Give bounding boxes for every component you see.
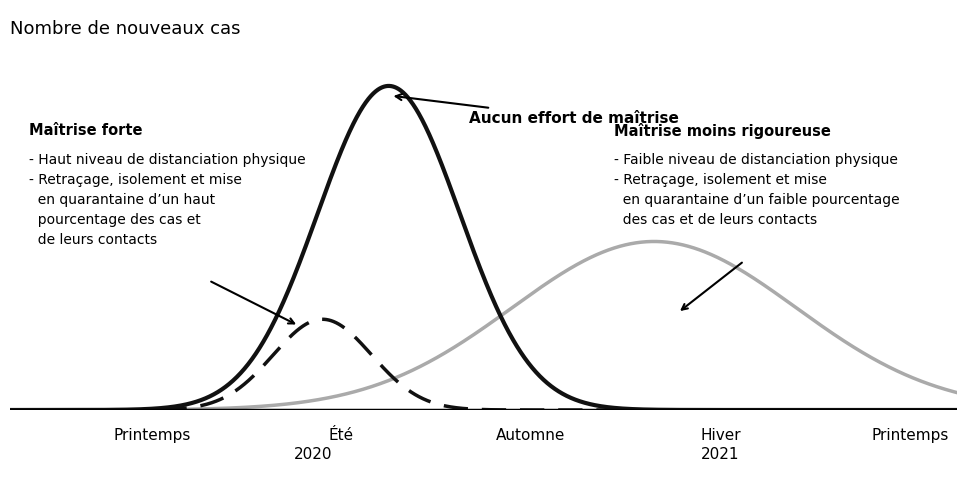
Text: Été: Été xyxy=(329,428,354,443)
Text: 2020: 2020 xyxy=(294,448,333,462)
Text: - Haut niveau de distanciation physique
- Retraçage, isolement et mise
  en quar: - Haut niveau de distanciation physique … xyxy=(29,153,306,247)
Text: Maîtrise forte: Maîtrise forte xyxy=(29,123,142,138)
Text: Printemps: Printemps xyxy=(871,428,949,443)
Text: Maîtrise moins rigoureuse: Maîtrise moins rigoureuse xyxy=(614,123,832,139)
Text: Printemps: Printemps xyxy=(113,428,190,443)
Text: Aucun effort de maîtrise: Aucun effort de maîtrise xyxy=(396,94,679,126)
Text: - Faible niveau de distanciation physique
- Retraçage, isolement et mise
  en qu: - Faible niveau de distanciation physiqu… xyxy=(614,153,900,227)
Text: 2021: 2021 xyxy=(701,448,740,462)
Text: Nombre de nouveaux cas: Nombre de nouveaux cas xyxy=(10,20,240,38)
Text: Automne: Automne xyxy=(496,428,566,443)
Text: Hiver: Hiver xyxy=(700,428,741,443)
